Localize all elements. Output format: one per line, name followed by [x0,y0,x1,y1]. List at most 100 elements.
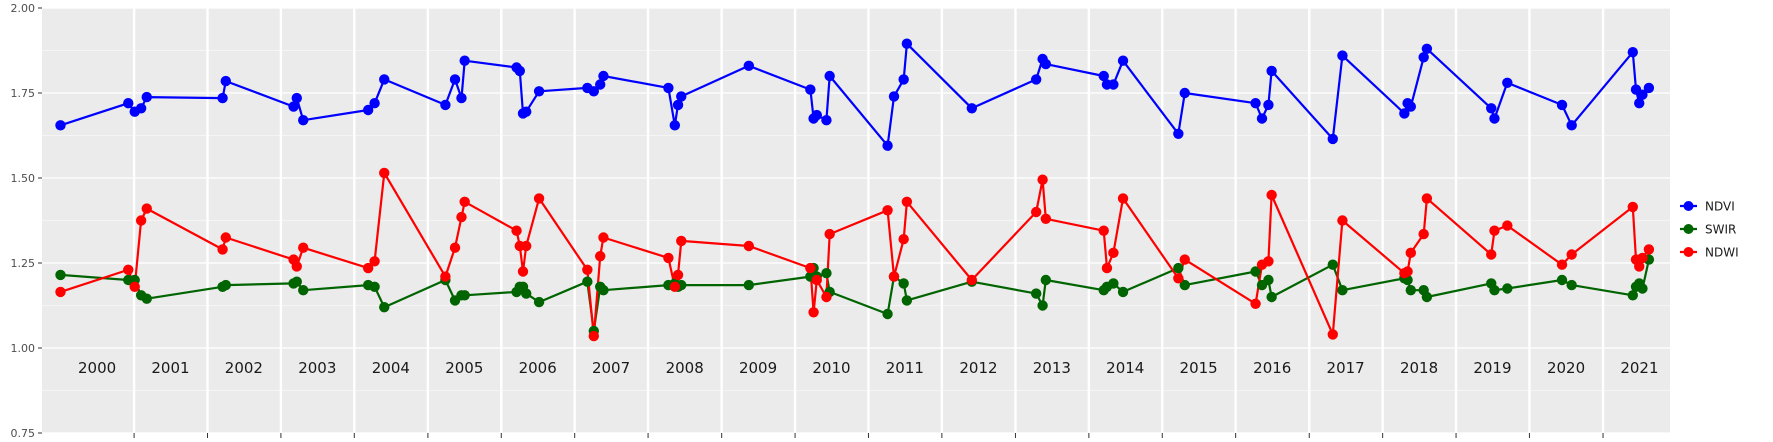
ndwi-point [362,262,374,274]
ndvi-point [1556,99,1568,111]
ndwi-point [598,232,609,243]
ndwi-point [595,251,606,262]
x-year-label: 2001 [151,359,189,377]
swir-point [55,269,66,281]
ndwi-point [805,262,816,274]
ndwi-point [588,330,599,342]
ndvi-point [888,91,900,102]
ndwi-legend-label: NDWI [1705,246,1739,260]
ndvi-point [743,60,755,71]
x-year-label: 2008 [666,359,704,377]
swir-point [1405,285,1416,296]
ndvi-point [141,91,152,103]
ndwi-legend-marker [1683,247,1694,257]
ndvi-point [966,103,978,114]
ndvi-point [1634,98,1645,109]
ndwi-point [379,167,390,179]
ndwi-point [582,264,593,275]
ndvi-point [1117,55,1129,66]
swir-point [220,279,231,291]
ndvi-point [379,74,390,85]
ndvi-point [55,120,66,131]
ndwi-point [459,196,470,207]
swir-point [1040,274,1052,286]
ndvi-point [449,74,461,85]
swir-point [1250,266,1261,277]
ndwi-point [456,211,467,223]
ndwi-point [449,242,461,253]
ndwi-point [1117,193,1129,204]
ndvi-point [1173,128,1184,139]
ndwi-point [1418,228,1429,240]
swir-point [1037,300,1048,311]
ndwi-point [882,205,893,216]
swir-point [1421,291,1433,303]
x-year-label: 2013 [1033,359,1071,377]
swir-point [1566,279,1577,291]
y-tick-label: 1.00 [11,342,36,355]
ndwi-point [811,274,822,286]
ndwi-point [1263,256,1274,267]
ndwi-point [517,266,529,277]
ndvi-point [805,84,816,95]
ndwi-point [669,281,681,292]
ndvi-point [663,82,674,94]
ndwi-point [298,242,309,253]
ndwi-point [888,271,900,282]
swir-point [821,268,832,279]
swir-point [1117,286,1129,298]
ndvi-point [1263,99,1274,111]
ndwi-point [1486,249,1497,260]
x-year-label: 2007 [592,359,630,377]
ndwi-point [1405,247,1416,258]
swir-point [1556,274,1568,286]
ndvi-point [595,79,606,90]
ndvi-point [824,70,835,82]
swir-point [533,296,545,308]
ndwi-point [217,244,228,255]
ndvi-point [1327,133,1338,145]
ndwi-point [220,232,231,243]
x-year-label: 2004 [372,359,410,377]
series-points [55,38,1655,342]
ndwi-point [1037,174,1048,185]
x-year-label: 2017 [1327,359,1365,377]
x-year-label: 2016 [1253,359,1291,377]
x-year-label: 2020 [1547,359,1585,377]
ndvi-point [1502,77,1513,89]
ndvi-point [1643,82,1655,94]
x-axis-year-labels: 2000 2001 2002 2003 2004 2005 2006 2007 2008 2009… [78,359,1659,438]
ndvi-point [521,106,532,117]
ndvi-point [811,109,822,121]
ndwi-point [511,225,522,236]
ndvi-point [533,86,545,97]
ndwi-point [291,261,302,272]
x-year-label: 2012 [959,359,997,377]
x-year-label: 2000 [78,359,116,377]
ndvi-point [298,115,309,126]
ndwi-point [676,235,687,247]
swir-point [141,293,152,304]
ndwi-point [1421,193,1433,204]
ndwi-point [743,240,755,252]
swir-point [1327,259,1338,270]
swir-point [369,281,380,292]
swir-point [582,276,593,287]
ndvi-point [1040,58,1052,70]
ndvi-point [135,103,147,114]
ndwi-point [966,274,978,286]
ndvi-point [821,115,832,126]
ndwi-point [135,215,147,226]
ndvi-point [1627,47,1638,58]
ndvi-point [1421,43,1433,54]
ndwi-point [129,281,140,292]
ndvi-point [676,91,687,102]
ndvi-point [901,38,913,49]
ndvi-point [1637,89,1648,100]
ndvi-point [288,101,299,112]
ndvi-point [882,140,893,151]
swir-point [521,288,532,299]
swir-legend-label: SWIR [1705,223,1736,237]
x-year-label: 2018 [1400,359,1438,377]
grid-lines [42,7,1670,434]
